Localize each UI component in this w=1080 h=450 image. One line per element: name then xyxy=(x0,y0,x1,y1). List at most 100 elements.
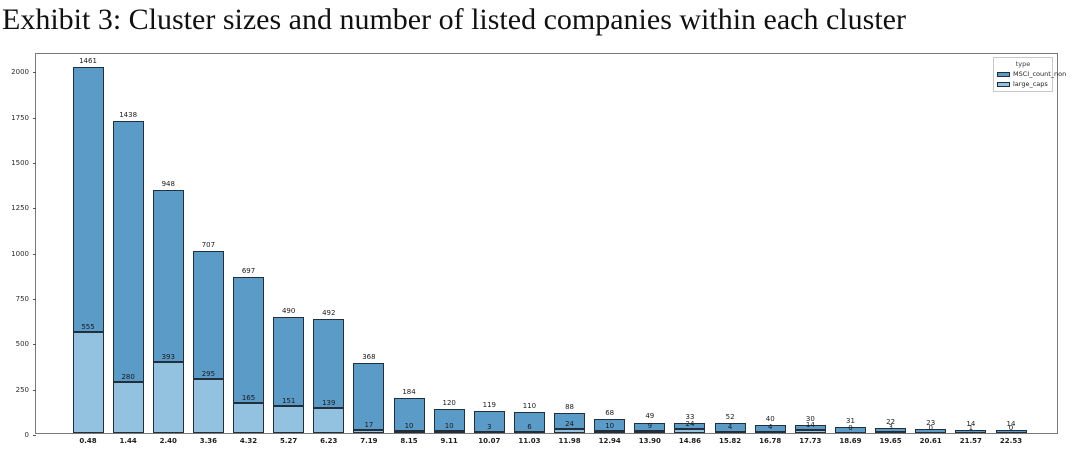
bar-value-label-msci-count-non: 30 xyxy=(805,415,815,424)
y-axis-tick-label: 1750 xyxy=(11,113,29,122)
bar-segment-large-caps xyxy=(674,428,706,433)
bar-value-label-large-caps: 10 xyxy=(404,422,414,431)
bar-value-label-msci-count-non: 40 xyxy=(765,415,775,424)
bar-segment-msci-count-non xyxy=(273,316,305,406)
bar-value-label-large-caps: 0 xyxy=(928,424,933,432)
bar-value-label-large-caps: 3 xyxy=(888,423,893,432)
bar-value-label-msci-count-non: 88 xyxy=(565,402,575,411)
legend-label: MSCI_count_non xyxy=(1013,70,1067,78)
bar-segment-large-caps xyxy=(192,379,224,433)
x-axis-tick-label: 1.44 xyxy=(119,437,137,445)
x-axis-tick-label: 9.11 xyxy=(440,437,458,445)
x-axis-tick-label: 3.36 xyxy=(199,437,218,445)
bar-segment-msci-count-non xyxy=(955,430,987,433)
bar-segment-msci-count-non xyxy=(674,422,706,429)
bar-value-label-large-caps: 0 xyxy=(848,424,853,432)
y-axis-tick-label: 0 xyxy=(24,431,29,439)
bar-value-label-msci-count-non: 22 xyxy=(886,418,896,427)
bar-segment-msci-count-non xyxy=(192,251,224,380)
y-axis-tick-label: 1000 xyxy=(11,249,29,258)
x-axis-tick-label: 10.07 xyxy=(478,437,501,445)
y-axis-tick-mark xyxy=(33,253,36,255)
plot-area: type MSCI_count_non large_caps 0 250 500 75… xyxy=(11,53,1066,445)
bar-segment-msci-count-non xyxy=(995,430,1027,433)
legend-swatch-large-caps-icon xyxy=(997,81,1010,87)
legend-swatch-msci-count-non-icon xyxy=(997,71,1010,77)
bar-segment-msci-count-non xyxy=(915,428,947,433)
x-axis-tick-label: 11.03 xyxy=(518,437,541,445)
legend-label: large_caps xyxy=(1013,80,1048,88)
bar-value-label-large-caps: 151 xyxy=(281,396,296,405)
y-axis-tick-label: 2000 xyxy=(11,68,29,77)
x-axis-tick-label: 22.53 xyxy=(999,437,1023,445)
chart-title: Exhibit 3: Cluster sizes and number of l… xyxy=(2,3,906,36)
legend: type MSCI_count_non large_caps xyxy=(993,57,1066,92)
y-axis-tick-mark xyxy=(33,389,36,391)
bar-value-label-large-caps: 24 xyxy=(685,419,695,428)
y-axis-tick-mark xyxy=(33,162,36,164)
y-axis-tick-mark xyxy=(33,72,36,74)
bar-segment-msci-count-non xyxy=(794,425,826,431)
bar-segment-msci-count-non xyxy=(634,422,666,432)
bar-value-label-msci-count-non: 707 xyxy=(201,241,216,250)
bar-value-label-msci-count-non: 1461 xyxy=(79,57,97,66)
x-axis-tick-label: 17.73 xyxy=(799,437,822,445)
bar-segment-msci-count-non xyxy=(834,427,866,433)
x-axis-tick-label: 4.32 xyxy=(239,437,258,445)
bar-value-label-large-caps: 0 xyxy=(1008,424,1014,432)
x-axis-tick-label: 6.23 xyxy=(320,437,338,445)
bar-segment-msci-count-non xyxy=(594,418,626,432)
bar-value-label-msci-count-non: 492 xyxy=(322,308,336,317)
bar-value-label-large-caps: 4 xyxy=(727,423,733,432)
bar-segment-msci-count-non xyxy=(554,412,586,429)
x-axis-tick-label: 13.90 xyxy=(638,437,661,445)
bar-value-label-msci-count-non: 110 xyxy=(522,401,537,410)
bar-value-label-large-caps: 280 xyxy=(121,373,135,382)
bar-segment-msci-count-non xyxy=(875,428,907,433)
bar-value-label-large-caps: 295 xyxy=(201,370,216,379)
bar-value-label-msci-count-non: 368 xyxy=(362,353,376,362)
legend-title: type xyxy=(1015,60,1031,68)
y-axis-tick-label: 1250 xyxy=(11,204,29,213)
bar-segment-large-caps xyxy=(794,430,826,433)
bar-value-label-large-caps: 9 xyxy=(647,422,653,431)
bar-value-label-msci-count-non: 23 xyxy=(926,418,936,427)
bar-value-label-large-caps: 3 xyxy=(487,423,492,432)
bar-value-label-large-caps: 14 xyxy=(805,421,815,430)
bar-value-label-msci-count-non: 31 xyxy=(846,417,855,426)
bar-segment-large-caps xyxy=(594,431,626,433)
bar-segment-msci-count-non xyxy=(393,397,425,432)
bar-value-label-large-caps: 1 xyxy=(968,423,974,432)
bar-segment-large-caps xyxy=(112,382,144,433)
bar-value-label-msci-count-non: 49 xyxy=(645,412,655,421)
x-axis-tick-label: 15.82 xyxy=(719,437,742,445)
x-axis-tick-label: 16.78 xyxy=(759,437,782,445)
bar-segment-large-caps xyxy=(634,431,666,433)
x-axis-tick-label: 5.27 xyxy=(280,437,298,445)
bar-segment-msci-count-non xyxy=(513,411,545,432)
y-axis-tick-mark xyxy=(33,298,36,300)
x-axis-tick-label: 18.69 xyxy=(839,437,862,445)
x-axis-tick-label: 8.15 xyxy=(400,437,418,445)
bar-value-label-large-caps: 4 xyxy=(767,423,773,432)
bar-value-label-msci-count-non: 490 xyxy=(281,306,296,315)
bar-value-label-large-caps: 6 xyxy=(527,422,532,431)
x-axis-tick-label: 2.40 xyxy=(159,437,177,445)
legend-entry-msci-count-non: MSCI_count_non xyxy=(997,70,1066,78)
x-axis-tick-label: 12.94 xyxy=(598,437,621,445)
x-axis-tick-label: 14.86 xyxy=(678,437,702,445)
bar-segment-msci-count-non xyxy=(233,276,265,404)
bar-segment-large-caps xyxy=(393,431,425,433)
bar-segment-msci-count-non xyxy=(112,121,144,383)
bar-segment-msci-count-non xyxy=(714,422,746,433)
bar-value-label-msci-count-non: 119 xyxy=(482,400,496,409)
y-axis-tick-label: 1500 xyxy=(11,158,29,167)
x-axis-tick-label: 19.65 xyxy=(879,437,902,445)
bar-segment-msci-count-non xyxy=(72,67,104,333)
bar-segment-large-caps xyxy=(554,428,586,433)
x-axis-tick-label: 21.57 xyxy=(959,437,982,445)
bar-segment-msci-count-non xyxy=(152,189,184,362)
bar-segment-msci-count-non xyxy=(353,363,385,430)
bar-value-label-msci-count-non: 14 xyxy=(1006,420,1016,429)
